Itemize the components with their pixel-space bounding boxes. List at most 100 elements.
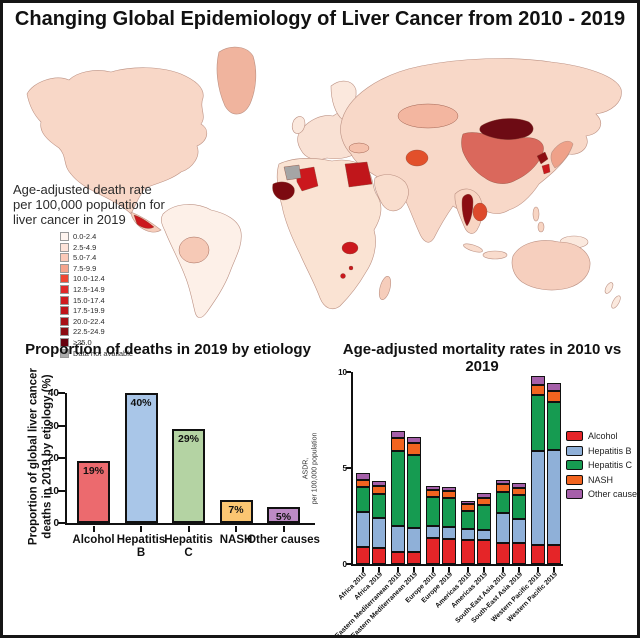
mortality-segment-hepatitis-c [426, 496, 440, 526]
map-region-mauritania [283, 164, 302, 181]
mortality-segment-hepatitis-b [531, 450, 545, 545]
mortality-chart-title: Age-adjusted mortality rates in 2010 vs … [342, 341, 622, 375]
map-region-andes [178, 236, 210, 264]
mortality-segment-alcohol [477, 540, 491, 564]
world-map [26, 46, 622, 318]
etiology-bar-value-label: 7% [228, 504, 244, 517]
map-legend-item: 22.5-24.9 [60, 327, 183, 338]
mortality-segment-alcohol [356, 546, 370, 564]
mortality-segment-other-causes [547, 382, 561, 392]
mortality-segment-alcohol [496, 542, 510, 564]
etiology-bar-nash: 7% [219, 500, 253, 523]
map-legend-item: Data not available [60, 348, 183, 359]
etiology-bar-value-label: 40% [130, 397, 152, 409]
mortality-legend: Alcohol Hepatitis B Hepatitis C NASH Other c… [566, 431, 637, 504]
mortality-segment-hepatitis-c [372, 493, 386, 518]
etiology-y-tick-mark [58, 489, 65, 492]
map-region-greenland [216, 46, 257, 115]
map-region-uk [291, 116, 306, 134]
mortality-segment-other-causes [496, 479, 510, 485]
map-legend-item: 0.0-2.4 [60, 231, 183, 242]
mortality-segment-hepatitis-c [477, 505, 491, 531]
map-legend-item-label: ≥25.0 [73, 337, 92, 347]
map-region-arabia [374, 174, 409, 212]
map-legend-item-label: 15.0-17.4 [73, 295, 105, 305]
etiology-y-tick-mark [58, 522, 65, 524]
mortality-x-tick-mark [518, 567, 520, 572]
map-legend-item: 2.5-4.9 [60, 242, 183, 253]
etiology-category-label: Hepatitis C [164, 534, 213, 559]
map-region-madagascar [378, 276, 392, 300]
map-legend-title: Age-adjusted death rate per 100,000 popu… [13, 182, 165, 228]
map-region-south-korea [541, 163, 551, 175]
mortality-segment-hepatitis-c [407, 454, 421, 528]
map-region-north-korea [536, 151, 549, 165]
map-region-thailand [461, 194, 474, 227]
map-legend-swatch [60, 253, 69, 263]
mortality-segment-hepatitis-b [442, 526, 456, 540]
mortality-segment-hepatitis-b [356, 512, 370, 547]
map-legend-item: 17.5-19.9 [60, 305, 183, 316]
map-region-lesotho [340, 273, 346, 279]
mortality-y-tick-label: 5 [342, 464, 347, 473]
mortality-legend-swatch [566, 474, 583, 485]
mortality-segment-hepatitis-c [356, 487, 370, 513]
mortality-segment-hepatitis-c [531, 395, 545, 451]
map-legend-item-label: 12.5-14.9 [73, 285, 105, 294]
mortality-segment-alcohol [407, 552, 421, 564]
mortality-x-tick-mark [362, 567, 364, 572]
map-continents [26, 46, 622, 318]
map-legend-item: 20.0-22.4 [60, 316, 183, 327]
map-legend-items: 0.0-2.4 2.5-4.9 5.0-7.4 7.5-9.9 10.0-12.4 12.… [60, 231, 183, 358]
etiology-y-tick-mark [58, 457, 65, 459]
map-region-turkey [348, 142, 370, 154]
mortality-segment-hepatitis-b [496, 513, 510, 543]
map-legend-item-label: Data not available [73, 348, 134, 358]
map-legend-swatch [60, 316, 69, 326]
mortality-segment-other-causes [356, 472, 370, 480]
mortality-segment-nash [372, 486, 386, 494]
mortality-legend-item: Other causes [566, 489, 637, 499]
etiology-category-label: Other causes [247, 534, 320, 546]
mortality-segment-alcohol [426, 538, 440, 564]
mortality-segment-other-causes [391, 430, 405, 439]
mortality-plot-area: 0 5 10 Africa 2010 Africa 2019 Eastern Medite… [334, 368, 563, 635]
map-region-zimbabwe [341, 241, 359, 255]
etiology-bar-other-causes: 5% [267, 506, 300, 523]
mortality-legend-item: Alcohol [566, 431, 637, 441]
etiology-chart-title: Proportion of deaths in 2019 by etiology [25, 341, 311, 358]
etiology-y-tick-mark [58, 392, 65, 394]
map-legend-item-label: 10.0-12.4 [73, 274, 105, 284]
mortality-legend-label: NASH [588, 474, 614, 485]
mortality-legend-swatch [566, 489, 583, 499]
mortality-segment-hepatitis-c [512, 494, 526, 519]
map-region-philippines [532, 206, 545, 233]
mortality-segment-hepatitis-c [547, 401, 561, 450]
mortality-legend-swatch [566, 445, 583, 456]
mortality-segment-other-causes [531, 375, 545, 386]
etiology-bar-value-label: 29% [177, 432, 199, 445]
mortality-segment-other-causes [477, 492, 491, 498]
mortality-y-tick-mark [346, 563, 351, 565]
mortality-legend-label: Hepatitis C [588, 460, 633, 470]
mortality-segment-nash [512, 488, 526, 495]
etiology-y-tick-mark [58, 424, 65, 427]
mortality-segment-alcohol [547, 544, 561, 564]
mortality-segment-hepatitis-b [512, 518, 526, 543]
map-legend-swatch [60, 348, 69, 358]
map-legend-swatch [60, 306, 69, 316]
map-region-mali [295, 166, 319, 192]
map-legend-swatch [60, 327, 69, 337]
mortality-legend-label: Alcohol [588, 431, 618, 441]
map-legend: Age-adjusted death rate per 100,000 popu… [13, 182, 183, 358]
map-legend-swatch [60, 242, 69, 252]
map-legend-swatch [60, 337, 69, 347]
mortality-y-tick-label: 0 [342, 560, 347, 569]
etiology-x-tick-mark [235, 526, 237, 532]
mortality-segment-alcohol [512, 542, 526, 564]
etiology-category-label: Hepatitis B [116, 534, 166, 559]
mortality-segment-nash [496, 484, 510, 492]
mortality-x-tick-mark [537, 567, 539, 572]
mortality-chart: Age-adjusted mortality rates in 2010 vs … [303, 339, 637, 635]
mortality-segment-nash [547, 391, 561, 402]
